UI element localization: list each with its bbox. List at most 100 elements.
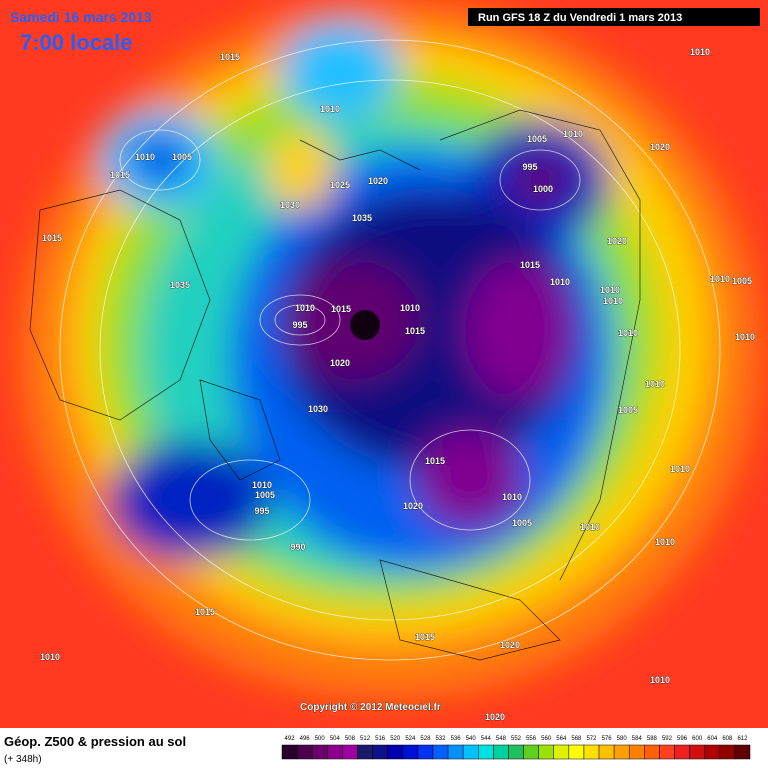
legend-label: 560 bbox=[541, 736, 552, 742]
isobar-label: 995 bbox=[292, 320, 307, 330]
isobar-label: 1010 bbox=[550, 277, 570, 287]
legend-label: 536 bbox=[451, 736, 462, 742]
time-text: 7:00 locale bbox=[20, 30, 133, 55]
isobar-label: 990 bbox=[290, 542, 305, 552]
footer-title: Géop. Z500 & pression au sol bbox=[4, 734, 186, 749]
legend-swatch bbox=[462, 744, 479, 760]
isobar-label: 1010 bbox=[252, 480, 272, 490]
legend-label: 600 bbox=[692, 736, 703, 742]
isobar-label: 1020 bbox=[485, 712, 505, 722]
legend-swatch bbox=[281, 744, 298, 760]
legend-swatch bbox=[296, 744, 313, 760]
legend-swatch bbox=[432, 744, 449, 760]
isobar-label: 1010 bbox=[650, 675, 670, 685]
isobar-label: 1030 bbox=[280, 200, 300, 210]
isobar-label: 1005 bbox=[172, 152, 192, 162]
legend-label: 516 bbox=[375, 736, 386, 742]
isobar-label: 1030 bbox=[308, 404, 328, 414]
legend-swatch bbox=[372, 744, 388, 760]
legend-label: 524 bbox=[405, 736, 416, 742]
legend-swatch bbox=[311, 744, 328, 760]
isobar-label: 1005 bbox=[732, 276, 752, 286]
isobar-label: 1005 bbox=[527, 134, 547, 144]
legend-label: 588 bbox=[647, 736, 658, 742]
legend-swatch bbox=[523, 744, 539, 760]
legend-label: 508 bbox=[345, 736, 356, 742]
legend-swatch bbox=[447, 744, 464, 760]
legend-swatch bbox=[644, 744, 660, 760]
legend-label: 496 bbox=[300, 736, 311, 742]
isobar-label: 1010 bbox=[400, 303, 420, 313]
legend-label: 580 bbox=[617, 736, 628, 742]
legend-label: 564 bbox=[556, 736, 567, 742]
color-legend: 492 496 500 504 508 512 516 520 524 528 532 536 540 5… bbox=[281, 736, 751, 760]
legend-label: 584 bbox=[632, 736, 643, 742]
legend-label: 492 bbox=[285, 736, 296, 742]
legend-label: 572 bbox=[586, 736, 597, 742]
legend-label: 608 bbox=[722, 736, 733, 742]
legend-swatch bbox=[613, 744, 630, 760]
isobar-label: 1015 bbox=[415, 632, 435, 642]
isobar-label: 1010 bbox=[580, 522, 600, 532]
isobar-label: 1010 bbox=[618, 328, 638, 338]
legend-swatch bbox=[493, 744, 509, 760]
run-banner bbox=[468, 8, 760, 26]
legend-label: 548 bbox=[496, 736, 507, 742]
isobar-label: 1020 bbox=[403, 501, 423, 511]
legend-swatch bbox=[538, 744, 554, 760]
legend-label: 604 bbox=[707, 736, 718, 742]
isobar-label: 1020 bbox=[607, 236, 627, 246]
isobar-label: 1010 bbox=[690, 47, 710, 57]
legend-swatch bbox=[734, 744, 751, 760]
isobar-label: 1010 bbox=[135, 152, 155, 162]
isobar-label: 1010 bbox=[670, 464, 690, 474]
legend-label: 596 bbox=[677, 736, 688, 742]
isobar-label: 1000 bbox=[533, 184, 553, 194]
isobar-label: 1035 bbox=[352, 213, 372, 223]
isobar-label: 1020 bbox=[330, 358, 350, 368]
isobar-label: 1005 bbox=[255, 490, 275, 500]
legend-label: 612 bbox=[737, 736, 748, 742]
legend-swatch bbox=[417, 744, 434, 760]
isobar-label: 1010 bbox=[320, 104, 340, 114]
legend-swatch bbox=[568, 744, 585, 760]
isobar-label: 1010 bbox=[502, 492, 522, 502]
legend-label: 500 bbox=[315, 736, 326, 742]
legend-label: 592 bbox=[662, 736, 673, 742]
legend-label: 504 bbox=[330, 736, 341, 742]
isobar-label: 1025 bbox=[330, 180, 350, 190]
legend-label: 556 bbox=[526, 736, 537, 742]
legend-label: 576 bbox=[602, 736, 613, 742]
legend-swatch bbox=[342, 744, 358, 760]
legend-swatch bbox=[357, 744, 373, 760]
geopotential-field bbox=[0, 0, 768, 728]
legend-swatch bbox=[583, 744, 600, 760]
legend-swatch bbox=[719, 744, 736, 760]
legend-label: 512 bbox=[360, 736, 371, 742]
isobar-label: 1015 bbox=[110, 170, 130, 180]
legend-swatch bbox=[704, 744, 721, 760]
legend-label: 544 bbox=[481, 736, 492, 742]
legend-swatch bbox=[598, 744, 615, 760]
legend-swatch bbox=[674, 744, 690, 760]
legend-swatch bbox=[387, 744, 404, 760]
legend-label: 568 bbox=[571, 736, 582, 742]
isobar-label: 995 bbox=[254, 506, 269, 516]
isobar-label: 1015 bbox=[405, 326, 425, 336]
legend-label: 540 bbox=[466, 736, 477, 742]
run-text: Run GFS 18 Z du Vendredi 1 mars 2013 bbox=[478, 12, 682, 24]
legend-label: 528 bbox=[420, 736, 431, 742]
legend-label: 532 bbox=[436, 736, 447, 742]
isobar-label: 995 bbox=[522, 162, 537, 172]
isobar-label: 1015 bbox=[520, 260, 540, 270]
isobar-label: 1020 bbox=[650, 142, 670, 152]
isobar-label: 1010 bbox=[563, 129, 583, 139]
isobar-label: 1015 bbox=[42, 233, 62, 243]
isobar-label: 1005 bbox=[512, 518, 532, 528]
legend-label: 552 bbox=[511, 736, 522, 742]
isobar-label: 1005 bbox=[618, 405, 638, 415]
isobar-label: 1010 bbox=[600, 285, 620, 295]
legend-swatch bbox=[478, 744, 494, 760]
isobar-label: 1020 bbox=[368, 176, 388, 186]
